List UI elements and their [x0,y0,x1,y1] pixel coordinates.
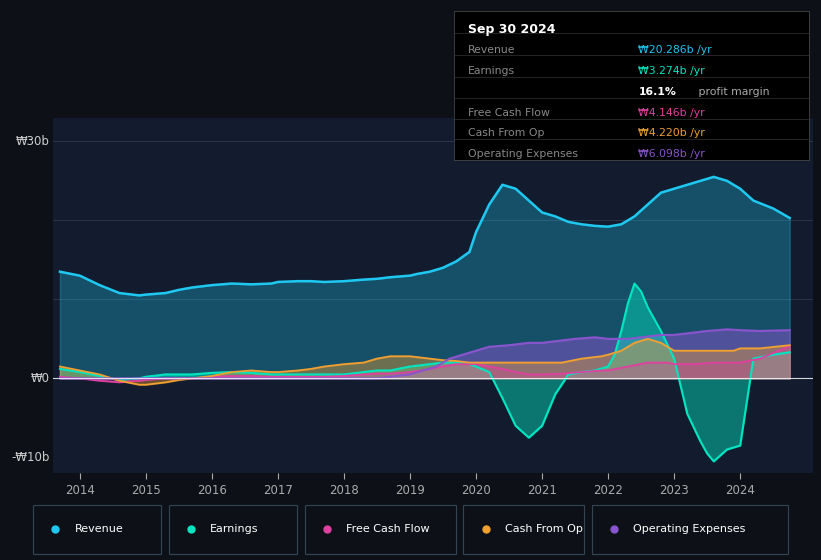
Text: Cash From Op: Cash From Op [505,524,583,534]
Text: 16.1%: 16.1% [639,87,677,97]
Bar [463,505,585,554]
Bar [592,505,788,554]
Text: ₩30b: ₩30b [16,135,49,148]
Text: Free Cash Flow: Free Cash Flow [346,524,430,534]
Bar [169,505,297,554]
Text: ₩4.220b /yr: ₩4.220b /yr [639,128,705,138]
Text: Revenue: Revenue [75,524,123,534]
Bar [305,505,456,554]
Text: -₩10b: -₩10b [11,451,49,464]
Text: ₩20.286b /yr: ₩20.286b /yr [639,45,712,55]
Text: Earnings: Earnings [468,66,516,76]
Text: ₩3.274b /yr: ₩3.274b /yr [639,66,705,76]
Text: ₩6.098b /yr: ₩6.098b /yr [639,149,705,159]
Bar [33,505,161,554]
Text: Sep 30 2024: Sep 30 2024 [468,23,556,36]
Text: ₩0: ₩0 [30,372,49,385]
Text: Free Cash Flow: Free Cash Flow [468,108,550,118]
Text: profit margin: profit margin [695,87,770,97]
Text: Operating Expenses: Operating Expenses [633,524,745,534]
Text: Revenue: Revenue [468,45,516,55]
Text: Earnings: Earnings [210,524,259,534]
Text: Operating Expenses: Operating Expenses [468,149,578,159]
Text: ₩4.146b /yr: ₩4.146b /yr [639,108,705,118]
Text: Cash From Op: Cash From Op [468,128,544,138]
